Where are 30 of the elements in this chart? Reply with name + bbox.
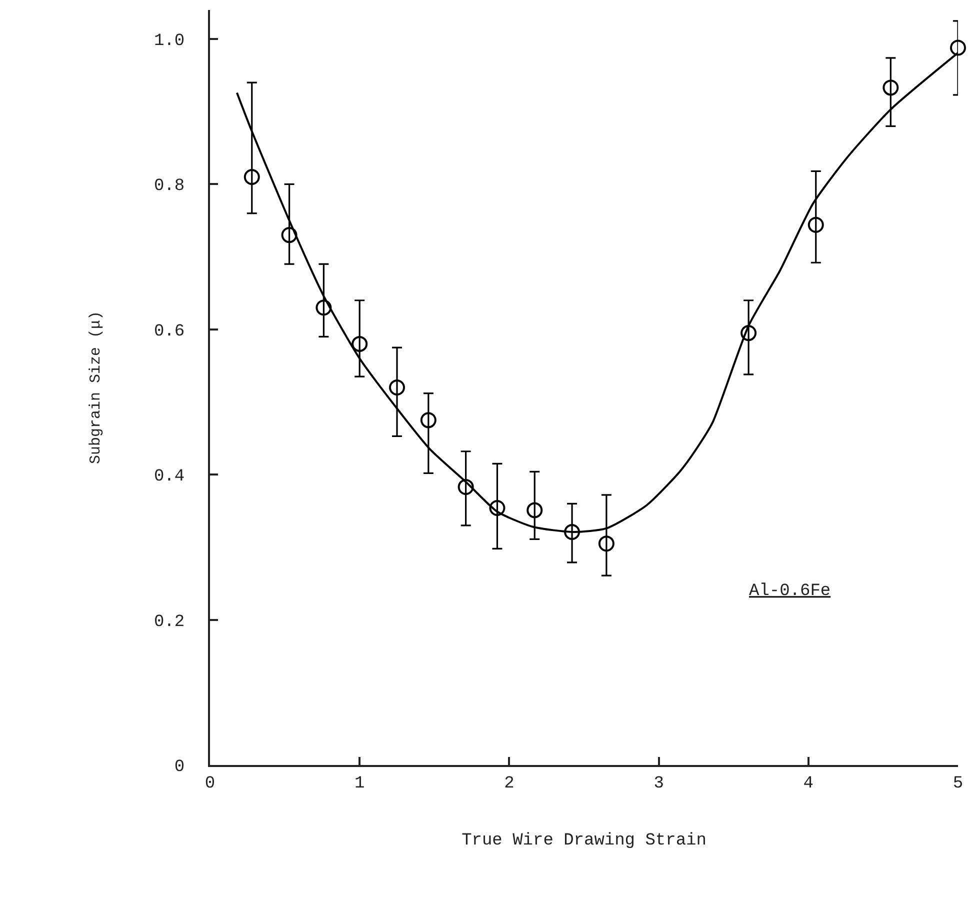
x-tick-label: 4 [803, 774, 814, 794]
x-tick-label: 2 [504, 774, 514, 794]
point [882, 80, 899, 96]
y-tick-label: 1.0 [154, 32, 185, 51]
point [740, 325, 757, 342]
x-tick-label: 3 [654, 774, 664, 794]
point [244, 168, 260, 185]
point [389, 380, 405, 396]
x-axis-title: True Wire Drawing Strain [462, 831, 706, 850]
y-tick-label: 0.8 [154, 177, 185, 196]
x-tick-label: 5 [952, 774, 964, 794]
point [808, 216, 824, 233]
x-tick-label: 1 [354, 774, 365, 794]
point [526, 502, 543, 518]
point [489, 500, 506, 516]
y-axis-title: Subgrain Size (μ) [88, 310, 105, 464]
point [458, 478, 474, 495]
y-tick-label: 0.2 [154, 612, 185, 632]
point [352, 336, 368, 352]
point [598, 536, 614, 552]
point [281, 227, 298, 244]
point [564, 524, 580, 540]
point [420, 412, 436, 428]
x-tick-label: 0 [204, 774, 216, 794]
point [316, 300, 332, 316]
y-tick-label: 0 [174, 758, 185, 777]
y-tick-label: 0.4 [154, 468, 185, 487]
annotation: Al-0.6Fe [749, 582, 831, 601]
point [950, 40, 966, 56]
y-tick-label: 0.6 [154, 322, 185, 342]
